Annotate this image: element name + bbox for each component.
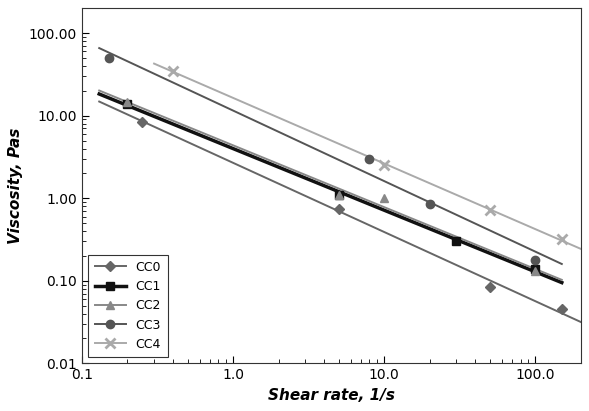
Y-axis label: Viscosity, Pas: Viscosity, Pas (8, 127, 24, 244)
X-axis label: Shear rate, 1/s: Shear rate, 1/s (268, 388, 395, 403)
Legend: CC0, CC1, CC2, CC3, CC4: CC0, CC1, CC2, CC3, CC4 (88, 254, 167, 357)
